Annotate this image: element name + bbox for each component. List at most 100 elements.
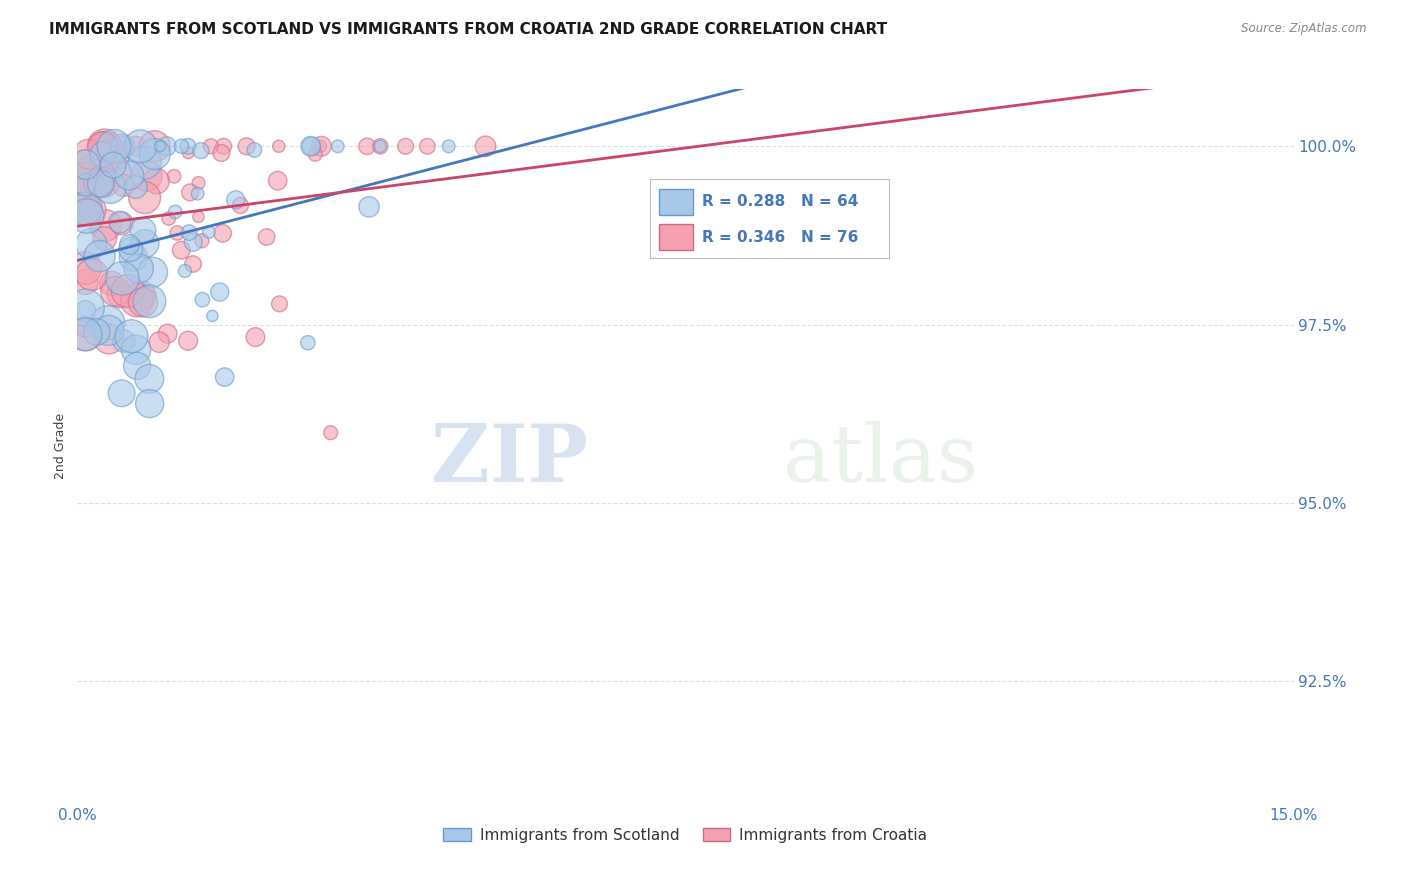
- Point: [416, 139, 439, 153]
- Bar: [659, 224, 693, 251]
- Point: [143, 139, 166, 153]
- Point: [80, 268, 103, 282]
- Point: [82, 169, 104, 184]
- Point: [187, 210, 209, 224]
- Point: [142, 265, 165, 279]
- Point: [191, 293, 214, 307]
- Point: [201, 309, 224, 323]
- Point: [75, 157, 97, 171]
- Point: [93, 175, 115, 189]
- Point: [200, 139, 222, 153]
- Point: [319, 425, 342, 440]
- Point: [311, 139, 333, 153]
- Point: [111, 139, 134, 153]
- Point: [198, 225, 221, 239]
- Point: [474, 139, 496, 153]
- Point: [90, 177, 112, 191]
- Point: [212, 139, 235, 153]
- Point: [91, 139, 114, 153]
- Point: [190, 144, 212, 158]
- Point: [394, 139, 416, 153]
- Point: [437, 139, 460, 153]
- Point: [269, 297, 291, 311]
- Point: [75, 202, 97, 217]
- Point: [143, 147, 166, 161]
- Point: [76, 209, 98, 223]
- Point: [132, 295, 155, 310]
- Point: [75, 204, 97, 219]
- Point: [93, 139, 115, 153]
- Point: [177, 226, 200, 240]
- Point: [91, 147, 114, 161]
- Point: [90, 177, 112, 191]
- Point: [75, 206, 97, 220]
- Point: [138, 396, 160, 410]
- Point: [120, 243, 142, 257]
- Point: [80, 236, 103, 251]
- Point: [166, 226, 188, 240]
- Text: R = 0.346   N = 76: R = 0.346 N = 76: [703, 230, 859, 244]
- Point: [356, 139, 378, 153]
- Point: [100, 180, 122, 194]
- Point: [75, 169, 97, 183]
- Point: [187, 186, 209, 201]
- Point: [191, 234, 214, 248]
- Point: [134, 155, 156, 169]
- Point: [111, 139, 134, 153]
- Y-axis label: 2nd Grade: 2nd Grade: [53, 413, 67, 479]
- Point: [104, 149, 127, 163]
- Point: [120, 329, 142, 343]
- Point: [211, 227, 233, 241]
- Point: [128, 261, 150, 276]
- Point: [368, 139, 391, 153]
- Text: R = 0.288   N = 64: R = 0.288 N = 64: [703, 194, 859, 209]
- Point: [118, 169, 141, 183]
- Point: [304, 147, 326, 161]
- Point: [243, 143, 266, 157]
- Point: [97, 332, 120, 346]
- Point: [97, 323, 120, 337]
- Point: [177, 139, 200, 153]
- Point: [145, 174, 167, 188]
- Point: [368, 139, 391, 153]
- Point: [75, 178, 97, 192]
- Point: [138, 372, 160, 386]
- Point: [77, 147, 100, 161]
- Point: [111, 271, 134, 285]
- Point: [156, 139, 179, 153]
- Point: [132, 223, 155, 237]
- Point: [187, 176, 209, 190]
- Point: [87, 176, 110, 190]
- Point: [75, 327, 97, 342]
- Point: [111, 386, 134, 401]
- Point: [104, 285, 127, 299]
- Bar: [659, 188, 693, 215]
- Point: [75, 261, 97, 276]
- Point: [75, 327, 97, 342]
- Point: [179, 186, 201, 200]
- Point: [76, 184, 98, 198]
- Legend: Immigrants from Scotland, Immigrants from Croatia: Immigrants from Scotland, Immigrants fro…: [437, 822, 934, 848]
- Point: [129, 289, 152, 303]
- Text: ZIP: ZIP: [432, 421, 588, 500]
- Point: [177, 145, 200, 160]
- Point: [129, 139, 152, 153]
- Point: [125, 343, 148, 357]
- Point: [94, 139, 117, 153]
- Point: [297, 335, 319, 350]
- Point: [229, 198, 252, 212]
- Point: [165, 205, 187, 219]
- Text: atlas: atlas: [783, 421, 977, 500]
- Point: [93, 231, 115, 245]
- Point: [75, 304, 97, 318]
- Point: [94, 219, 117, 233]
- Point: [357, 200, 380, 214]
- Point: [110, 216, 132, 230]
- Point: [235, 139, 257, 153]
- Point: [75, 202, 97, 216]
- Point: [170, 139, 193, 153]
- Point: [245, 330, 267, 344]
- Point: [125, 139, 148, 153]
- Point: [75, 301, 97, 315]
- Point: [125, 180, 148, 194]
